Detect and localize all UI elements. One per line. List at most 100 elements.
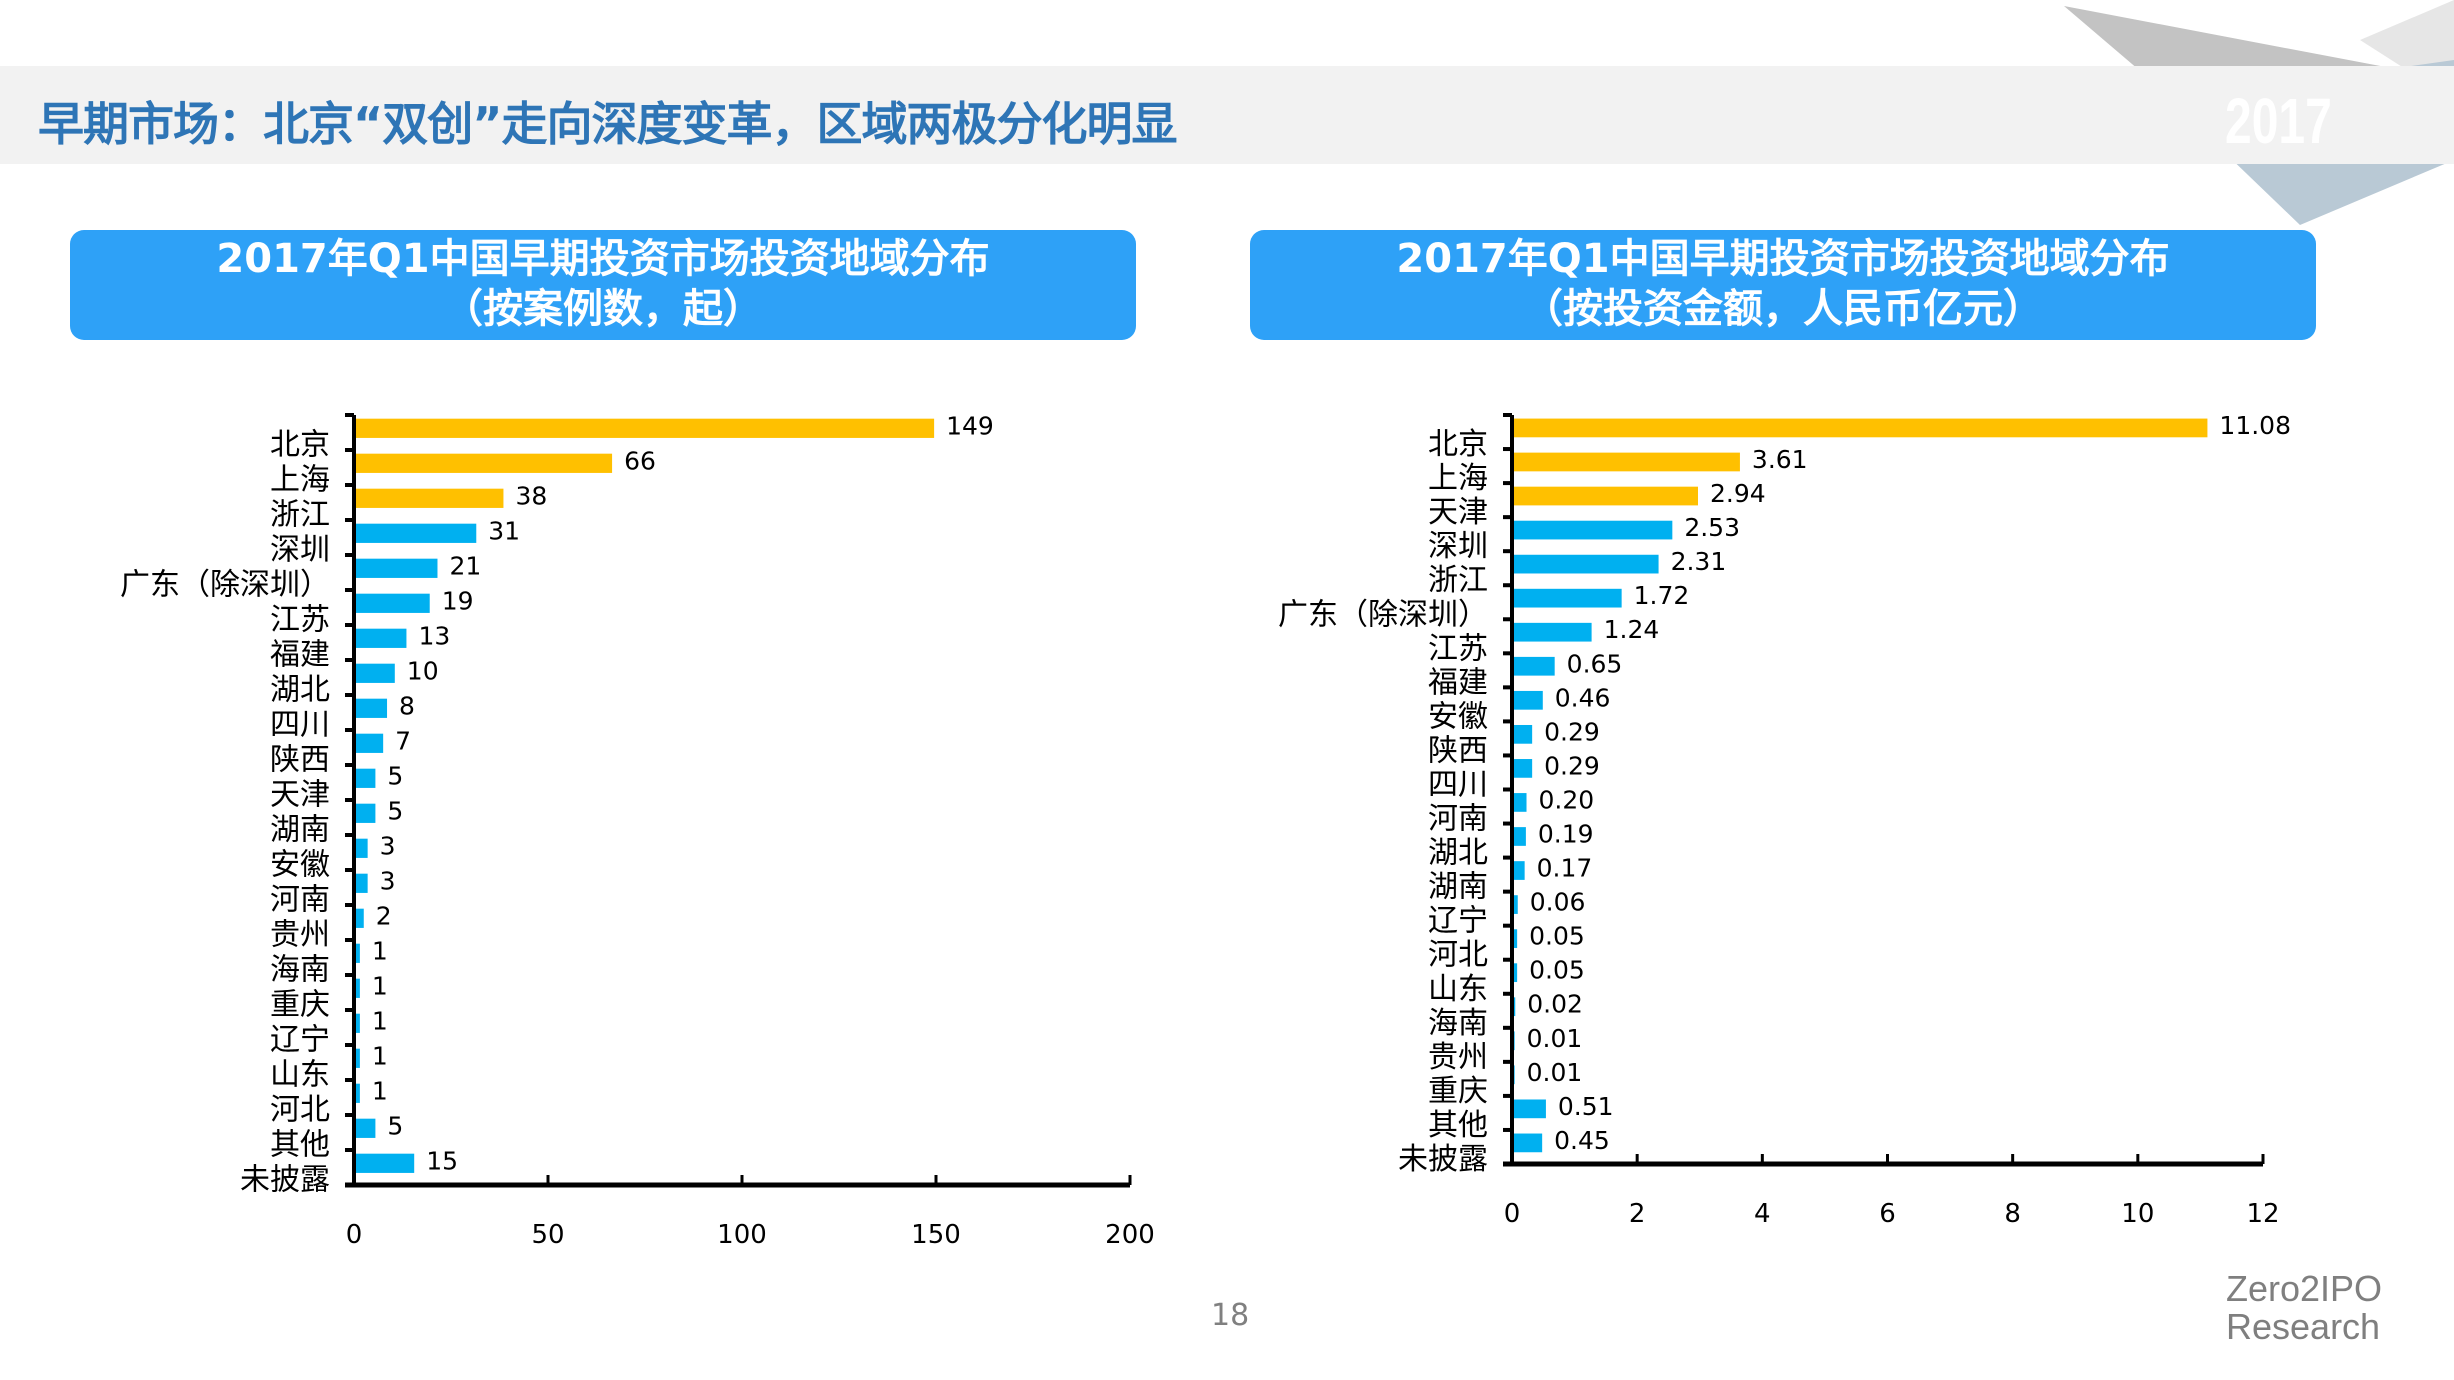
category-label: 深圳 [1428, 529, 1488, 564]
category-label: 贵州 [270, 918, 330, 953]
category-label: 辽宁 [270, 1023, 330, 1058]
category-label: 河南 [270, 883, 330, 918]
data-label: 31 [488, 516, 520, 545]
data-label: 1 [372, 1006, 388, 1035]
category-label: 重庆 [1428, 1074, 1488, 1109]
bar [1514, 929, 1518, 948]
bar [356, 453, 613, 473]
data-label: 11.08 [2219, 411, 2291, 440]
data-label: 2.31 [1671, 547, 1727, 576]
category-label: 湖南 [270, 813, 330, 848]
bar [1514, 827, 1526, 846]
category-label: 江苏 [1428, 631, 1488, 666]
bar [356, 1118, 376, 1138]
brand-line1: Zero2IPO [2226, 1268, 2383, 1309]
bar [356, 628, 407, 648]
category-label: 河北 [270, 1093, 330, 1128]
bar [356, 908, 364, 928]
bar [356, 943, 360, 963]
data-label: 0.17 [1537, 854, 1593, 883]
x-tick-label: 10 [2121, 1199, 2154, 1229]
data-label: 1.24 [1604, 615, 1660, 644]
bar [1514, 724, 1533, 744]
data-label: 10 [407, 656, 439, 685]
category-label: 重庆 [270, 988, 330, 1023]
data-label: 3.61 [1752, 445, 1808, 474]
category-label: 陕西 [270, 743, 330, 778]
chart-title-banner-cases: 2017年Q1中国早期投资市场投资地域分布 （按案例数，起） [70, 230, 1136, 340]
category-label: 湖北 [1428, 836, 1488, 871]
category-label: 上海 [1428, 461, 1488, 496]
brand-line2: Research [2226, 1306, 2381, 1347]
category-label: 四川 [270, 708, 330, 743]
data-label: 21 [449, 551, 481, 580]
data-label: 5 [387, 761, 403, 790]
data-label: 8 [399, 691, 415, 720]
data-label: 0.01 [1527, 1058, 1583, 1087]
data-label: 2 [376, 901, 392, 930]
x-tick-label: 2 [1629, 1199, 1646, 1229]
bar [1514, 452, 1740, 472]
bar [356, 838, 368, 858]
bar [1514, 997, 1516, 1017]
data-label: 0.20 [1539, 785, 1595, 814]
data-label: 1 [372, 936, 388, 965]
bar [1514, 1065, 1515, 1085]
bar [356, 803, 376, 823]
bar [356, 593, 430, 613]
bar [356, 1013, 360, 1033]
bar [1514, 861, 1525, 880]
category-label: 安徽 [270, 848, 330, 883]
bar [356, 768, 376, 788]
category-label: 福建 [270, 638, 330, 673]
category-label: 山东 [270, 1058, 330, 1093]
bar [1514, 759, 1533, 778]
category-label: 山东 [1428, 972, 1488, 1007]
category-label: 天津 [270, 778, 330, 813]
category-label: 辽宁 [1428, 904, 1488, 939]
data-label: 1 [372, 1041, 388, 1070]
data-label: 38 [515, 481, 547, 510]
data-label: 0.06 [1530, 888, 1586, 917]
bar [1514, 520, 1673, 540]
x-tick-label: 4 [1754, 1199, 1771, 1229]
category-label: 其他 [270, 1128, 330, 1163]
bar [1514, 656, 1555, 676]
chart-title-line1: 2017年Q1中国早期投资市场投资地域分布 [1396, 236, 2170, 282]
data-label: 7 [395, 726, 411, 755]
data-label: 2.94 [1710, 479, 1766, 508]
category-label: 浙江 [270, 498, 330, 533]
category-label: 其他 [1428, 1108, 1488, 1143]
data-label: 15 [426, 1146, 458, 1175]
data-label: 3 [380, 866, 396, 895]
category-label: 深圳 [270, 533, 330, 568]
bar [1514, 690, 1543, 710]
category-label: 未披露 [1398, 1142, 1488, 1177]
data-label: 0.05 [1529, 956, 1585, 985]
bar [1514, 1099, 1546, 1119]
x-tick-label: 0 [346, 1220, 363, 1250]
data-label: 0.29 [1544, 717, 1600, 746]
bar [1514, 1133, 1543, 1153]
bar [1514, 554, 1659, 574]
data-label: 0.05 [1529, 922, 1585, 951]
data-label: 2.53 [1684, 513, 1740, 542]
category-label: 天津 [1428, 495, 1488, 530]
page-title: 早期市场：北京“双创”走向深度变革，区域两极分化明显 [38, 97, 1177, 151]
bar [356, 1048, 360, 1068]
data-label: 1 [372, 971, 388, 1000]
bar [1514, 622, 1592, 642]
category-label: 福建 [1428, 665, 1488, 700]
bar [356, 488, 504, 508]
category-label: 陕西 [1428, 733, 1488, 768]
data-label: 5 [387, 1111, 403, 1140]
category-label: 江苏 [270, 603, 330, 638]
x-tick-label: 50 [531, 1220, 564, 1250]
chart-title-line1: 2017年Q1中国早期投资市场投资地域分布 [216, 236, 990, 282]
chart-title-line2: （按投资金额，人民币亿元） [1523, 286, 2043, 332]
category-label: 广东（除深圳） [120, 568, 330, 603]
data-label: 1 [372, 1076, 388, 1105]
bar [356, 873, 368, 893]
x-tick-label: 8 [2004, 1199, 2021, 1229]
data-label: 3 [380, 831, 396, 860]
